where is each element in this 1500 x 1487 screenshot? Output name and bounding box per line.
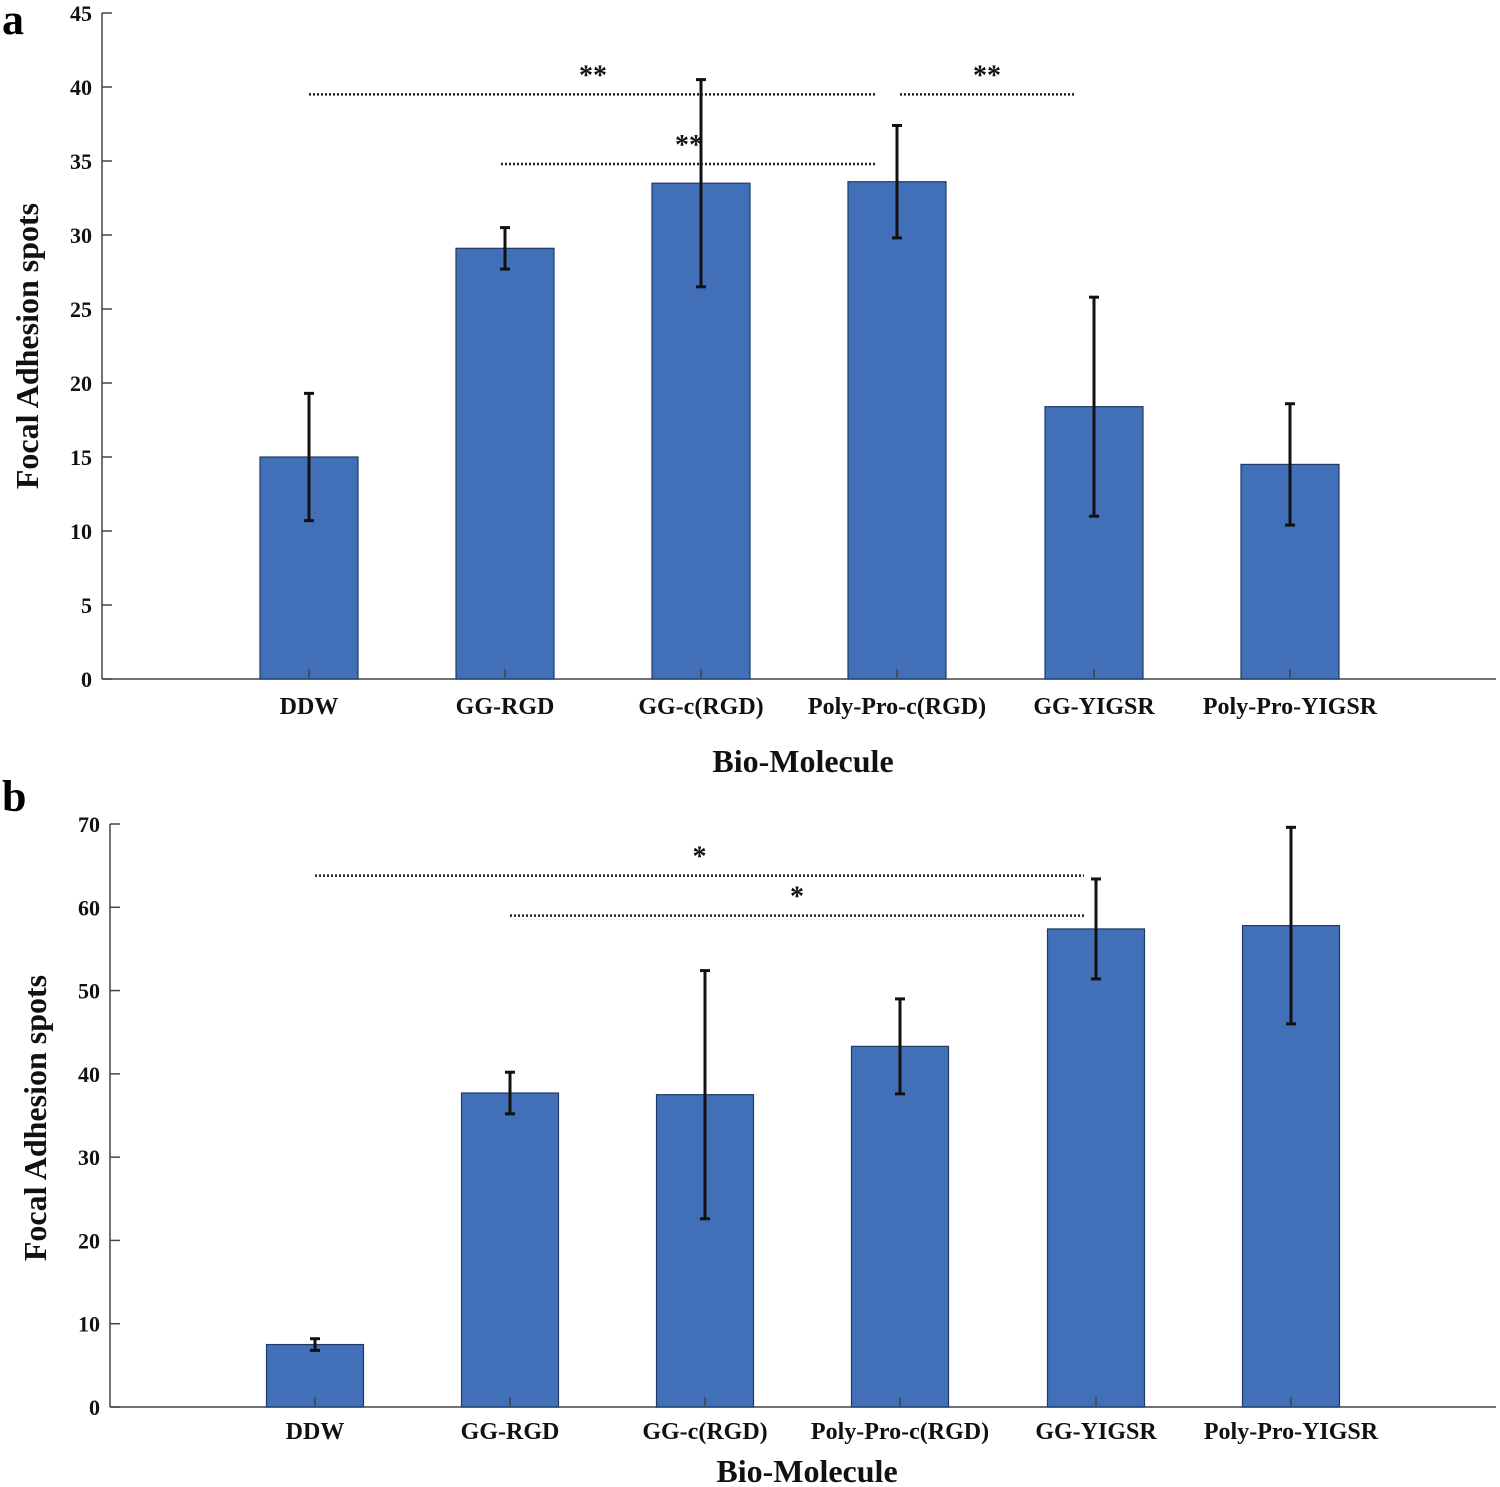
y-tick-label: 45: [70, 1, 92, 26]
significance-label: *: [790, 882, 804, 913]
y-axis-title: Focal Adhesion spots: [17, 975, 53, 1261]
y-tick-label: 70: [78, 812, 100, 837]
bar: [1046, 928, 1146, 1408]
significance-label: *: [693, 842, 707, 873]
x-tick-label: GG-c(RGD): [642, 1419, 767, 1445]
y-tick-label: 25: [70, 297, 92, 322]
y-tick-label: 40: [70, 75, 92, 100]
chart-panel-a: a 0 5 10 15 20 25 30 35 40 45 DDW GG-RGD GG-c(RGD) Pol…: [2, 0, 1496, 779]
y-tick-label: 0: [89, 1395, 100, 1420]
panel-label: b: [2, 772, 26, 821]
y-tick-label: 10: [70, 519, 92, 544]
x-tick-label: Poly-Pro-YIGSR: [1203, 694, 1378, 720]
x-tick-label: GG-RGD: [461, 1419, 560, 1445]
x-axis-title: Bio-Molecule: [716, 1453, 897, 1487]
x-tick-label: Poly-Pro-YIGSR: [1204, 1419, 1379, 1445]
bar: [850, 1045, 950, 1408]
significance-label: **: [675, 130, 703, 161]
x-tick-label: Poly-Pro-c(RGD): [811, 1419, 989, 1445]
y-tick-label: 15: [70, 445, 92, 470]
y-tick-label: 50: [78, 979, 100, 1004]
x-tick-label: DDW: [286, 1419, 345, 1445]
x-tick-label: Poly-Pro-c(RGD): [808, 694, 986, 720]
y-tick-label: 0: [81, 667, 92, 692]
significance-label: **: [973, 60, 1001, 91]
x-tick-label: GG-c(RGD): [638, 694, 763, 720]
y-tick-label: 5: [81, 593, 92, 618]
bar: [265, 1343, 365, 1408]
x-tick-label: DDW: [280, 694, 339, 720]
x-tick-label: GG-YIGSR: [1035, 1419, 1157, 1445]
panel-label: a: [2, 0, 24, 44]
y-tick-label: 20: [78, 1228, 100, 1253]
bar: [455, 247, 555, 680]
y-tick-label: 20: [70, 371, 92, 396]
y-axis-title: Focal Adhesion spots: [9, 203, 45, 489]
y-tick-label: 10: [78, 1312, 100, 1337]
x-tick-label: GG-YIGSR: [1033, 694, 1155, 720]
bar: [847, 181, 947, 680]
chart-panel-b: b 0 10 20 30 40 50 60 70 DDW GG-RGD GG-c(RGD) Poly-P…: [2, 772, 1496, 1487]
significance-label: **: [579, 60, 607, 91]
y-tick-label: 40: [78, 1062, 100, 1087]
x-tick-label: GG-RGD: [456, 694, 555, 720]
y-tick-label: 60: [78, 895, 100, 920]
y-tick-label: 35: [70, 149, 92, 174]
y-tick-label: 30: [70, 223, 92, 248]
bar: [460, 1092, 560, 1408]
x-axis-title: Bio-Molecule: [712, 743, 893, 779]
y-tick-label: 30: [78, 1145, 100, 1170]
